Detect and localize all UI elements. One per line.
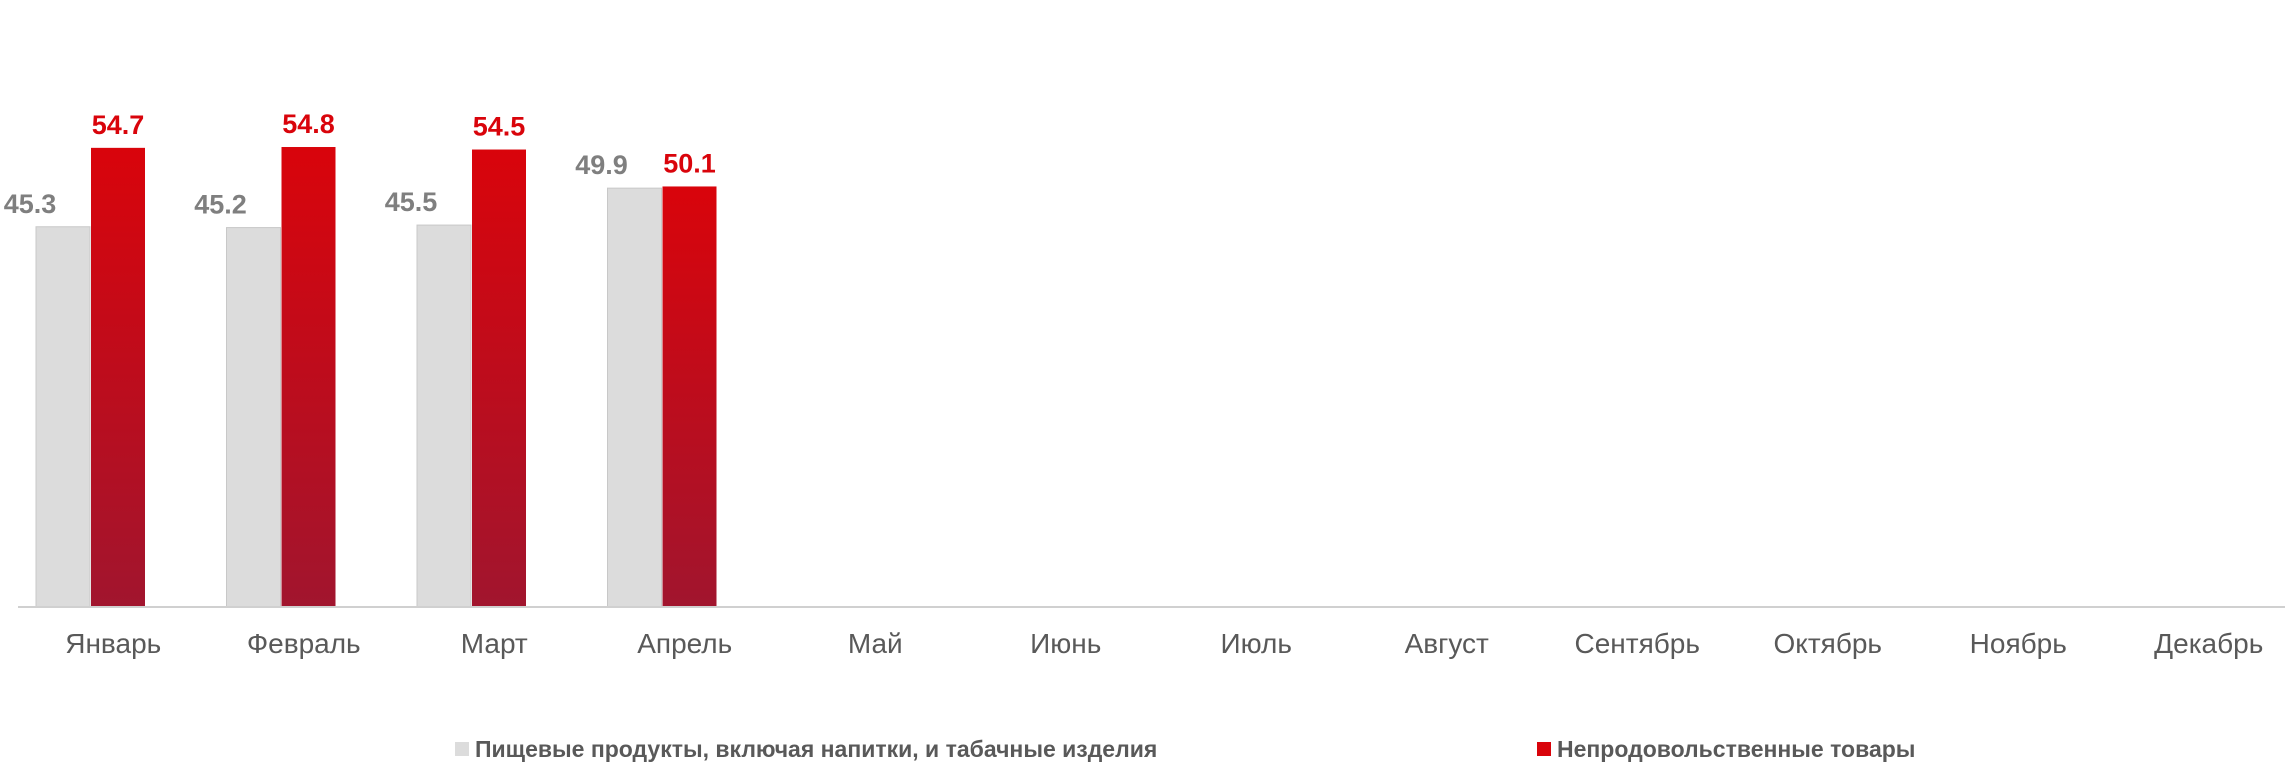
x-tick-label: Февраль: [247, 628, 361, 659]
legend-item-nonfood: Непродовольственные товары: [1537, 734, 1915, 764]
x-tick-label: Май: [848, 628, 903, 659]
data-label-food: 49.9: [575, 150, 628, 180]
legend-swatch-nonfood: [1537, 742, 1551, 756]
bar-food: [607, 187, 662, 608]
bar-nonfood: [662, 186, 717, 607]
bar-food: [35, 226, 91, 608]
x-tick-label: Январь: [65, 628, 161, 659]
x-tick-label: Ноябрь: [1970, 628, 2067, 659]
x-tick-label: Август: [1405, 628, 1489, 659]
data-label-food: 45.2: [194, 190, 247, 220]
data-label-nonfood: 54.5: [473, 112, 526, 142]
x-tick-label: Март: [461, 628, 528, 659]
data-label-nonfood: 54.7: [92, 110, 145, 140]
bar-chart: 45.3 54.7 45.2 54.8 45.5 54.5 49.9 50.1 Январь Ф…: [4, 109, 2285, 659]
data-label-food: 45.5: [385, 187, 438, 217]
x-tick-label: Июнь: [1030, 628, 1101, 659]
legend-swatch-food: [455, 742, 469, 756]
bar-nonfood: [472, 149, 526, 608]
data-label-food: 45.3: [4, 189, 57, 219]
legend-label-food: Пищевые продукты, включая напитки, и таб…: [475, 735, 1158, 762]
bar-nonfood: [281, 147, 336, 608]
bar-nonfood: [91, 147, 145, 607]
bar-food: [226, 227, 281, 608]
x-tick-label: Сентябрь: [1575, 628, 1700, 659]
x-tick-label: Декабрь: [2154, 628, 2263, 659]
legend-item-food: Пищевые продукты, включая напитки, и таб…: [455, 734, 1157, 764]
data-label-nonfood: 50.1: [663, 148, 716, 178]
x-tick-label: Июль: [1221, 628, 1292, 659]
x-tick-label: Апрель: [637, 628, 732, 659]
legend-label-nonfood: Непродовольственные товары: [1557, 735, 1916, 762]
x-tick-label: Октябрь: [1773, 628, 1882, 659]
data-label-nonfood: 54.8: [282, 109, 335, 139]
bar-food: [416, 224, 472, 608]
